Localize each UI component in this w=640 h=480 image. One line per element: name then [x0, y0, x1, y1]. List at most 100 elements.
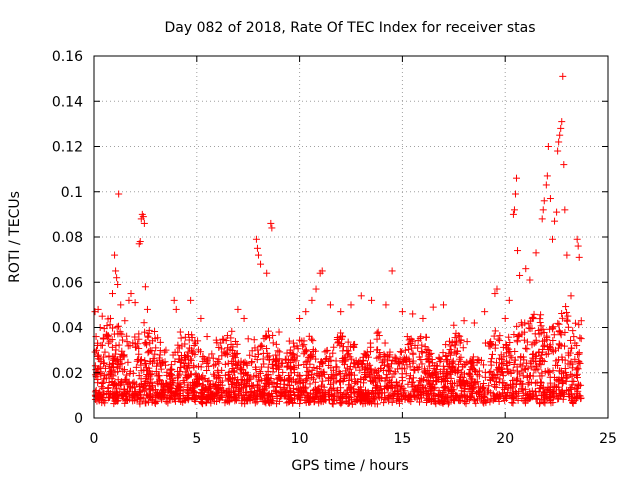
scatter-point-background	[141, 328, 149, 336]
scatter-point	[162, 346, 170, 354]
scatter-point-background	[419, 376, 427, 384]
scatter-point-background	[351, 360, 359, 368]
scatter-point-background	[141, 339, 149, 347]
scatter-point-background	[425, 378, 433, 386]
scatter-point-background	[233, 349, 241, 357]
scatter-point-background	[336, 395, 344, 403]
scatter-point-background	[487, 367, 495, 375]
scatter-point	[553, 208, 561, 216]
scatter-point-background	[144, 333, 152, 341]
scatter-point-background	[462, 397, 470, 405]
chart-title: Day 082 of 2018, Rate Of TEC Index for r…	[164, 20, 535, 36]
scatter-point-background	[346, 370, 354, 378]
scatter-point-background	[273, 400, 281, 408]
scatter-point-background	[346, 362, 354, 370]
scatter-point-background	[483, 387, 491, 395]
scatter-point-background	[273, 356, 281, 364]
scatter-point-background	[461, 398, 469, 406]
data-points	[91, 72, 585, 408]
scatter-point-background	[513, 322, 521, 330]
scatter-point-background	[496, 337, 504, 345]
scatter-point-background	[270, 383, 278, 391]
scatter-point-background	[195, 375, 203, 383]
scatter-point-background	[123, 378, 131, 386]
scatter-point-background	[108, 359, 116, 367]
scatter-point-background	[398, 370, 406, 378]
scatter-point-background	[373, 400, 381, 408]
scatter-point-background	[423, 346, 431, 354]
scatter-point-background	[521, 319, 529, 327]
scatter-point-background	[281, 392, 289, 400]
scatter-point	[382, 301, 390, 309]
scatter-point-background	[455, 360, 463, 368]
scatter-point-background	[522, 344, 530, 352]
scatter-point-background	[167, 371, 175, 379]
scatter-point-background	[136, 382, 144, 390]
scatter-point-background	[418, 347, 426, 355]
scatter-point-background	[222, 349, 230, 357]
scatter-point-background	[344, 338, 352, 346]
scatter-point-background	[492, 359, 500, 367]
scatter-point-background	[495, 390, 503, 398]
scatter-point-background	[215, 384, 223, 392]
scatter-point-background	[495, 354, 503, 362]
scatter-point-background	[218, 352, 226, 360]
scatter-point-background	[525, 324, 533, 332]
scatter-point-background	[135, 350, 143, 358]
scatter-point-background	[542, 350, 550, 358]
scatter-point-background	[572, 395, 580, 403]
scatter-point-background	[174, 341, 182, 349]
scatter-point-background	[163, 382, 171, 390]
scatter-point	[559, 72, 567, 80]
scatter-point-background	[452, 341, 460, 349]
scatter-point	[176, 328, 184, 336]
scatter-point-background	[488, 355, 496, 363]
scatter-point-background	[356, 396, 364, 404]
scatter-point	[554, 147, 562, 155]
scatter-point-background	[253, 398, 261, 406]
scatter-point-background	[265, 352, 273, 360]
scatter-point-background	[407, 392, 415, 400]
scatter-point-background	[370, 374, 378, 382]
scatter-point	[312, 285, 320, 293]
scatter-point-background	[182, 395, 190, 403]
scatter-point-background	[550, 393, 558, 401]
scatter-point-background	[518, 330, 526, 338]
scatter-point-background	[395, 359, 403, 367]
scatter-point-background	[209, 393, 217, 401]
scatter-point-background	[523, 345, 531, 353]
scatter-point-background	[524, 364, 532, 372]
scatter-point-background	[334, 338, 342, 346]
scatter-point-background	[218, 388, 226, 396]
scatter-point-background	[564, 323, 572, 331]
scatter-point-background	[221, 360, 229, 368]
scatter-point-background	[319, 368, 327, 376]
scatter-point-background	[280, 385, 288, 393]
scatter-point-background	[487, 338, 495, 346]
scatter-point-background	[358, 396, 366, 404]
scatter-point-background	[557, 391, 565, 399]
scatter-point-background	[363, 393, 371, 401]
scatter-point-background	[286, 382, 294, 390]
scatter-point-background	[262, 379, 270, 387]
scatter-point-background	[91, 348, 99, 356]
scatter-point-background	[197, 363, 205, 371]
scatter-point-background	[405, 336, 413, 344]
scatter-point-background	[327, 364, 335, 372]
scatter-point-background	[241, 358, 249, 366]
scatter-point	[429, 303, 437, 311]
scatter-point-background	[99, 384, 107, 392]
scatter-point-background	[445, 398, 453, 406]
scatter-point-background	[539, 385, 547, 393]
scatter-point-background	[532, 362, 540, 370]
scatter-point-background	[519, 372, 527, 380]
x-tick-label: 0	[90, 431, 99, 447]
scatter-point-background	[269, 339, 277, 347]
scatter-point-background	[351, 378, 359, 386]
scatter-point-background	[210, 362, 218, 370]
scatter-point	[252, 235, 260, 243]
scatter-point	[539, 206, 547, 214]
scatter-point-background	[536, 318, 544, 326]
scatter-point-background	[219, 335, 227, 343]
scatter-point-background	[309, 348, 317, 356]
